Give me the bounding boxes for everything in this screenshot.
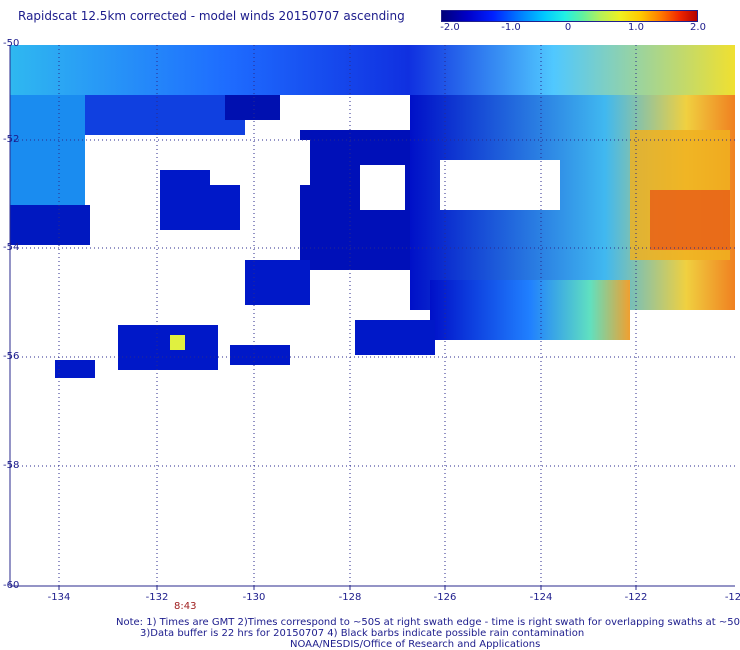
- lon-label: -12: [724, 592, 740, 603]
- data-swath-west-low: [10, 205, 90, 245]
- data-gap: [90, 140, 160, 190]
- colorbar: [441, 10, 698, 22]
- data-gap: [440, 160, 560, 210]
- data-patch: [118, 325, 218, 370]
- data-patch: [230, 345, 290, 365]
- swath-time-label: 8:43: [174, 601, 197, 612]
- data-swath-north: [10, 45, 735, 95]
- credit-line: NOAA/NESDIS/Office of Research and Appli…: [290, 639, 541, 650]
- lon-label: -128: [338, 592, 362, 603]
- data-gap: [210, 140, 310, 185]
- lon-label: -126: [433, 592, 457, 603]
- data-patch: [245, 260, 310, 305]
- lon-label: -124: [529, 592, 553, 603]
- note-line-1: Note: 1) Times are GMT 2)Times correspon…: [116, 617, 740, 628]
- colorbar-tick: 2.0: [690, 22, 706, 33]
- lon-label: -130: [242, 592, 266, 603]
- lon-label: -122: [624, 592, 648, 603]
- map-frame: [9, 45, 735, 590]
- note-line-2: 3)Data buffer is 22 hrs for 20150707 4) …: [140, 628, 585, 639]
- data-gap: [360, 165, 405, 210]
- lon-label: -134: [47, 592, 71, 603]
- map-title: Rapidscat 12.5km corrected - model winds…: [18, 9, 405, 23]
- data-patch: [225, 95, 280, 120]
- lat-label: -58: [3, 460, 20, 471]
- data-patch: [355, 320, 435, 355]
- data-warm-area: [650, 190, 730, 250]
- gridlines: [10, 45, 735, 586]
- lon-label: -132: [145, 592, 169, 603]
- lat-label: -50: [3, 38, 20, 49]
- lat-label: -60: [3, 580, 20, 591]
- colorbar-tick: -2.0: [440, 22, 460, 33]
- colorbar-tick: 1.0: [628, 22, 644, 33]
- data-swath-west: [10, 95, 85, 205]
- lat-label: -56: [3, 351, 20, 362]
- lat-label: -54: [3, 242, 20, 253]
- data-patch: [170, 335, 185, 350]
- data-patch: [85, 95, 245, 135]
- colorbar-tick: 0: [564, 22, 572, 33]
- lat-label: -52: [3, 134, 20, 145]
- data-patch: [55, 360, 95, 378]
- colorbar-tick: -1.0: [501, 22, 521, 33]
- data-swath-east-low: [430, 280, 630, 340]
